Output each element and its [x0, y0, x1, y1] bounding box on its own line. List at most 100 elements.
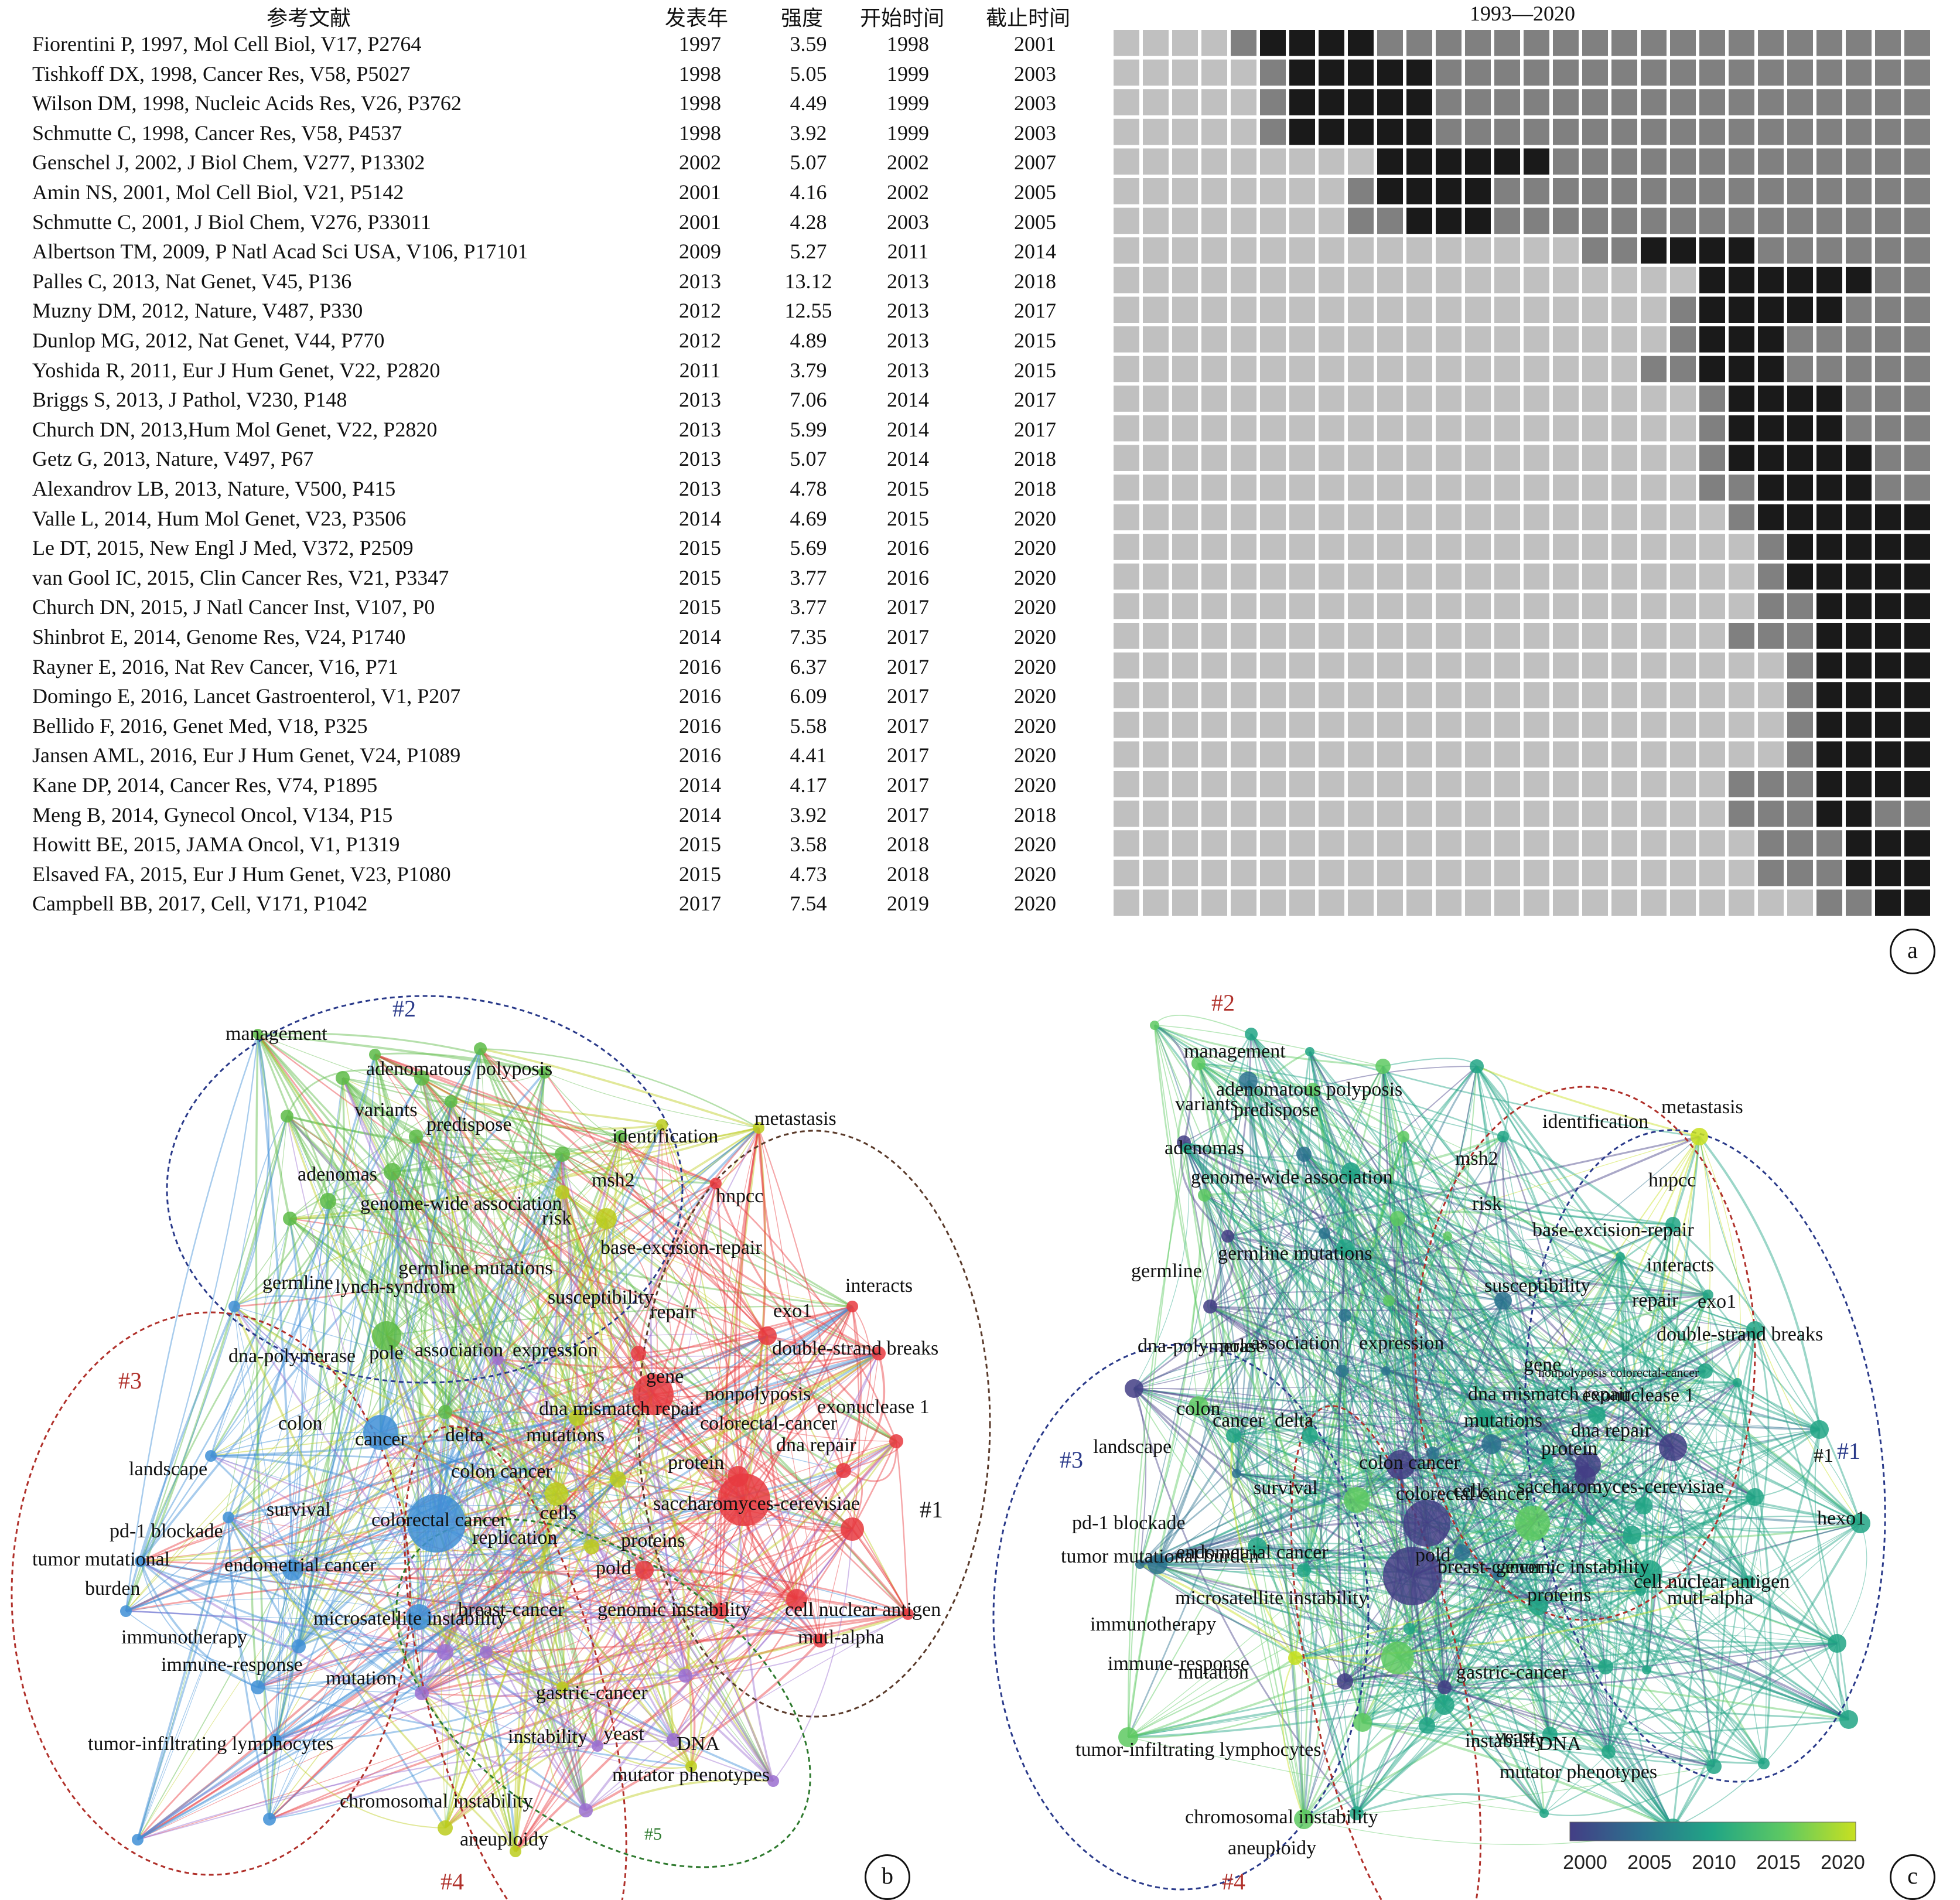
keyword-node[interactable] [1221, 1230, 1234, 1243]
keyword-node[interactable] [336, 1071, 350, 1085]
keyword-node[interactable] [1404, 1500, 1450, 1547]
keyword-node[interactable] [555, 1185, 569, 1199]
keyword-node[interactable] [758, 1326, 777, 1345]
keyword-node[interactable] [372, 1321, 401, 1350]
keyword-node[interactable] [1294, 1809, 1314, 1829]
keyword-node[interactable] [1341, 1162, 1360, 1181]
keyword-node[interactable] [1353, 1713, 1372, 1732]
keyword-node[interactable] [753, 1122, 764, 1134]
keyword-node[interactable] [1437, 1680, 1452, 1694]
keyword-node[interactable] [1828, 1634, 1846, 1653]
keyword-node[interactable] [1383, 1295, 1395, 1307]
keyword-node[interactable] [1336, 1239, 1354, 1257]
keyword-node[interactable] [718, 1473, 770, 1526]
keyword-node[interactable] [1758, 1758, 1770, 1769]
keyword-node[interactable] [538, 1066, 551, 1079]
keyword-node[interactable] [414, 1070, 429, 1086]
keyword-node[interactable] [1248, 1537, 1266, 1556]
keyword-node[interactable] [569, 1410, 585, 1426]
keyword-node[interactable] [1226, 1428, 1241, 1443]
keyword-node[interactable] [1616, 1252, 1625, 1261]
keyword-node[interactable] [251, 1680, 265, 1694]
keyword-node[interactable] [1288, 1651, 1302, 1665]
keyword-node[interactable] [1515, 1506, 1550, 1541]
keyword-node[interactable] [1336, 1365, 1348, 1377]
keyword-node[interactable] [1375, 1059, 1391, 1074]
keyword-node[interactable] [406, 1604, 432, 1630]
keyword-node[interactable] [1542, 1727, 1558, 1742]
keyword-node[interactable] [584, 1539, 599, 1554]
keyword-node[interactable] [667, 1733, 681, 1747]
keyword-node[interactable] [320, 1193, 336, 1209]
keyword-node[interactable] [1297, 1563, 1311, 1577]
keyword-node[interactable] [633, 1374, 674, 1415]
keyword-node[interactable] [1404, 1623, 1415, 1635]
keyword-node[interactable] [1481, 1434, 1501, 1454]
keyword-node[interactable] [223, 1512, 234, 1523]
keyword-node[interactable] [205, 1450, 217, 1462]
keyword-node[interactable] [1623, 1526, 1641, 1544]
keyword-node[interactable] [409, 1130, 423, 1144]
keyword-node[interactable] [1637, 1560, 1662, 1586]
keyword-node[interactable] [480, 1646, 493, 1659]
keyword-node[interactable] [415, 1686, 429, 1700]
keyword-node[interactable] [767, 1775, 779, 1787]
keyword-node[interactable] [579, 1803, 593, 1817]
keyword-node[interactable] [614, 1130, 627, 1143]
keyword-node[interactable] [1454, 1544, 1470, 1561]
keyword-node[interactable] [1746, 1321, 1764, 1339]
keyword-node[interactable] [1386, 1450, 1415, 1479]
keyword-node[interactable] [1306, 1083, 1320, 1097]
keyword-node[interactable] [445, 1095, 457, 1108]
keyword-node[interactable] [252, 1029, 263, 1039]
keyword-node[interactable] [1443, 1232, 1452, 1241]
keyword-node[interactable] [1148, 1554, 1167, 1574]
keyword-node[interactable] [836, 1463, 851, 1478]
keyword-node[interactable] [556, 1681, 568, 1693]
keyword-node[interactable] [592, 1740, 603, 1752]
keyword-node[interactable] [407, 1494, 466, 1553]
keyword-node[interactable] [610, 1471, 626, 1488]
keyword-node[interactable] [1239, 1072, 1258, 1090]
keyword-node[interactable] [492, 1353, 504, 1365]
keyword-node[interactable] [1850, 1513, 1870, 1533]
keyword-node[interactable] [1135, 1560, 1145, 1569]
keyword-node[interactable] [1381, 1642, 1414, 1674]
keyword-node[interactable] [1203, 1299, 1217, 1314]
keyword-node[interactable] [1598, 1659, 1613, 1674]
keyword-node[interactable] [678, 1669, 692, 1683]
keyword-node[interactable] [1125, 1379, 1143, 1398]
keyword-node[interactable] [1642, 1665, 1651, 1674]
keyword-node[interactable] [120, 1605, 132, 1617]
keyword-node[interactable] [685, 1761, 697, 1772]
keyword-node[interactable] [263, 1813, 276, 1826]
keyword-node[interactable] [292, 1639, 306, 1653]
keyword-node[interactable] [1743, 1575, 1756, 1588]
keyword-node[interactable] [872, 1346, 886, 1360]
keyword-node[interactable] [1575, 1466, 1596, 1487]
keyword-node[interactable] [1691, 1128, 1708, 1145]
keyword-node[interactable] [1296, 1147, 1312, 1162]
keyword-node[interactable] [1839, 1710, 1858, 1729]
keyword-node[interactable] [438, 1820, 453, 1836]
keyword-node[interactable] [1528, 1595, 1548, 1615]
keyword-node[interactable] [474, 1042, 487, 1055]
keyword-node[interactable] [1419, 1717, 1435, 1734]
keyword-node[interactable] [889, 1434, 903, 1448]
keyword-node[interactable] [1635, 1497, 1652, 1514]
keyword-node[interactable] [281, 1110, 293, 1123]
keyword-node[interactable] [1189, 1396, 1208, 1416]
keyword-node[interactable] [1746, 1488, 1764, 1506]
keyword-node[interactable] [369, 1049, 381, 1060]
keyword-node[interactable] [1182, 1143, 1192, 1154]
keyword-node[interactable] [1810, 1420, 1829, 1439]
keyword-node[interactable] [1497, 1131, 1509, 1142]
keyword-node[interactable] [438, 1405, 452, 1419]
keyword-node[interactable] [1337, 1673, 1353, 1690]
keyword-node[interactable] [555, 1147, 570, 1162]
keyword-node[interactable] [545, 1482, 568, 1506]
keyword-node[interactable] [1586, 1515, 1596, 1526]
keyword-node[interactable] [1398, 1131, 1409, 1142]
keyword-node[interactable] [228, 1301, 240, 1312]
keyword-node[interactable] [635, 1561, 654, 1580]
